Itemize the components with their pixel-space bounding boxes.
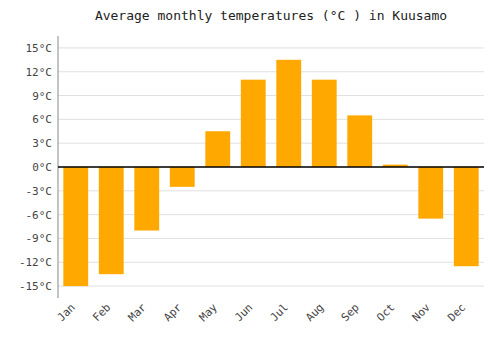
grid-line: [58, 47, 484, 48]
bar: [312, 80, 337, 167]
zero-line: [58, 166, 484, 168]
grid-line: [58, 95, 484, 96]
grid-line: [58, 167, 484, 168]
x-tick-label: Feb: [90, 301, 113, 324]
title: Average monthly temperatures (°C ) in Ku…: [95, 8, 447, 23]
y-tick-label: -3°C: [26, 185, 53, 198]
x-tick-label: Sep: [339, 301, 362, 324]
x-tick-label: Apr: [161, 301, 185, 325]
bar: [347, 115, 372, 167]
grid-line: [58, 71, 484, 72]
y-tick-label: -15°C: [19, 280, 52, 293]
bar: [99, 167, 124, 274]
bar: [170, 167, 195, 187]
y-tick-label: 0°C: [32, 161, 52, 174]
chart-container: Average monthly temperatures (°C ) in Ku…: [0, 0, 500, 350]
y-tick-label: 3°C: [32, 137, 52, 150]
bars: [63, 60, 478, 286]
bar: [454, 167, 479, 266]
y-tick-label: 9°C: [32, 90, 52, 103]
y-tick-label: 12°C: [26, 66, 53, 79]
bar: [63, 167, 88, 286]
grid-line: [58, 119, 484, 120]
bar: [418, 167, 443, 219]
y-tick-label: -12°C: [19, 256, 52, 269]
bar: [134, 167, 159, 231]
grid-line: [58, 143, 484, 144]
x-tick-label: Mar: [126, 301, 150, 325]
grid: [58, 48, 484, 286]
y-tick-label: 6°C: [32, 113, 52, 126]
grid-line: [58, 286, 484, 287]
bar: [276, 60, 301, 167]
bar: [241, 80, 266, 167]
x-tick-label: Jul: [268, 301, 291, 324]
y-tick-label: -9°C: [26, 232, 53, 245]
bar: [205, 131, 230, 167]
x-tick-label: May: [197, 301, 221, 325]
x-tick-label: Oct: [374, 301, 397, 324]
x-tick-label: Aug: [303, 301, 326, 324]
x-tick-label: Dec: [445, 301, 468, 324]
y-tick-label: 15°C: [26, 42, 53, 55]
x-tick-label: Nov: [410, 301, 434, 325]
x-tick-label: Jun: [232, 301, 255, 324]
chart: Average monthly temperatures (°C ) in Ku…: [0, 0, 500, 350]
x-tick-label: Jan: [55, 301, 78, 324]
y-tick-label: -6°C: [26, 209, 53, 222]
